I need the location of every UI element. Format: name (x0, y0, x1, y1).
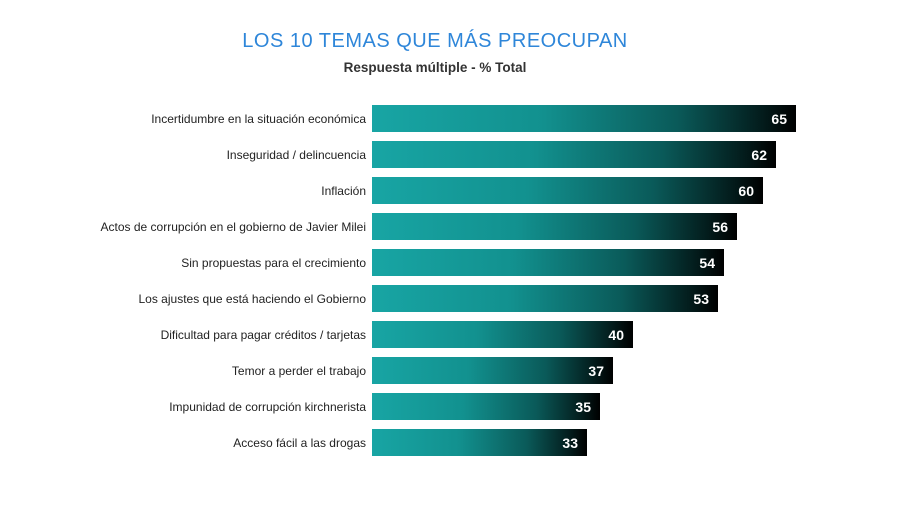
category-label: Sin propuestas para el crecimiento (181, 255, 366, 270)
chart-row: Los ajustes que está haciendo el Gobiern… (0, 285, 900, 312)
bar-value-label: 56 (712, 218, 728, 235)
chart-row: Dificultad para pagar créditos / tarjeta… (0, 321, 900, 348)
category-label: Temor a perder el trabajo (231, 363, 366, 378)
bar-value-label: 53 (693, 290, 709, 307)
bar-value-label: 62 (751, 146, 767, 163)
category-label: Impunidad de corrupción kirchnerista (169, 399, 366, 414)
bar-value-label: 33 (562, 434, 578, 451)
chart-row: Incertidumbre en la situación económica 6… (0, 105, 900, 132)
bar-track: 56 (372, 213, 900, 240)
bar-track: 62 (372, 141, 900, 168)
category-label: Acceso fácil a las drogas (233, 435, 366, 450)
category-label: Dificultad para pagar créditos / tarjeta… (160, 327, 366, 342)
chart-subtitle: Respuesta múltiple - % Total (343, 60, 527, 75)
bar: 37 (372, 357, 613, 384)
bar-track: 40 (372, 321, 900, 348)
bar-value-label: 40 (608, 326, 624, 343)
chart-header: LOS 10 TEMAS QUE MÁS PREOCUPAN Respuesta… (0, 0, 870, 75)
category-label: Inflación (321, 183, 366, 198)
chart-title: LOS 10 TEMAS QUE MÁS PREOCUPAN (242, 30, 628, 52)
chart-row: Impunidad de corrupción kirchnerista 35 (0, 393, 900, 420)
horizontal-bar-chart: Incertidumbre en la situación económica 6… (0, 105, 900, 456)
bar-track: 53 (372, 285, 900, 312)
chart-row: Acceso fácil a las drogas 33 (0, 429, 900, 456)
chart-row: Temor a perder el trabajo 37 (0, 357, 900, 384)
bar: 53 (372, 285, 718, 312)
bar-track: 54 (372, 249, 900, 276)
bar-value-label: 37 (588, 362, 604, 379)
bar-track: 65 (372, 105, 900, 132)
bar-track: 35 (372, 393, 900, 420)
bar-value-label: 60 (738, 182, 754, 199)
category-label: Incertidumbre en la situación económica (151, 111, 366, 126)
category-label: Inseguridad / delincuencia (226, 147, 366, 162)
bar: 56 (372, 213, 737, 240)
chart-row: Inflación 60 (0, 177, 900, 204)
category-label: Los ajustes que está haciendo el Gobiern… (138, 291, 367, 306)
bar-value-label: 35 (575, 398, 591, 415)
bar-track: 37 (372, 357, 900, 384)
bar: 60 (372, 177, 763, 204)
bar-value-label: 54 (699, 254, 715, 271)
bar: 33 (372, 429, 587, 456)
bar: 54 (372, 249, 724, 276)
chart-row: Inseguridad / delincuencia 62 (0, 141, 900, 168)
bar-track: 33 (372, 429, 900, 456)
bar-track: 60 (372, 177, 900, 204)
category-label: Actos de corrupción en el gobierno de Ja… (100, 219, 366, 234)
bar: 65 (372, 105, 796, 132)
bar: 62 (372, 141, 776, 168)
bar-value-label: 65 (771, 110, 787, 127)
chart-row: Sin propuestas para el crecimiento 54 (0, 249, 900, 276)
bar: 40 (372, 321, 633, 348)
bar: 35 (372, 393, 600, 420)
chart-row: Actos de corrupción en el gobierno de Ja… (0, 213, 900, 240)
